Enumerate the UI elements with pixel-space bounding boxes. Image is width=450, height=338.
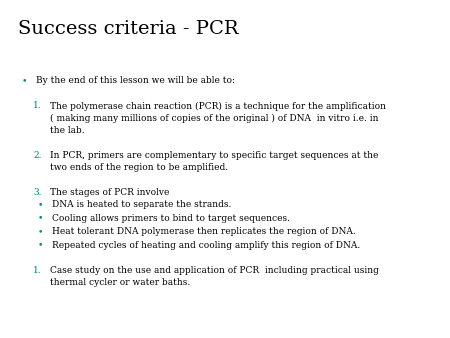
- Text: thermal cycler or water baths.: thermal cycler or water baths.: [50, 279, 190, 287]
- Text: •: •: [21, 76, 27, 85]
- Text: Success criteria - PCR: Success criteria - PCR: [18, 20, 239, 38]
- Text: 1.: 1.: [33, 101, 42, 111]
- Text: 1.: 1.: [33, 266, 42, 275]
- Text: The polymerase chain reaction (PCR) is a technique for the amplification: The polymerase chain reaction (PCR) is a…: [50, 101, 386, 111]
- Text: The stages of PCR involve: The stages of PCR involve: [50, 188, 169, 197]
- Text: two ends of the region to be amplified.: two ends of the region to be amplified.: [50, 163, 228, 172]
- Text: In PCR, primers are complementary to specific target sequences at the: In PCR, primers are complementary to spe…: [50, 151, 378, 160]
- Text: the lab.: the lab.: [50, 126, 85, 135]
- Text: ( making many millions of copies of the original ) of DNA  in vitro i.e. in: ( making many millions of copies of the …: [50, 114, 378, 123]
- Text: By the end of this lesson we will be able to:: By the end of this lesson we will be abl…: [36, 76, 235, 85]
- Text: DNA is heated to separate the strands.: DNA is heated to separate the strands.: [52, 200, 231, 209]
- Text: •: •: [37, 241, 43, 249]
- Text: •: •: [37, 214, 43, 222]
- Text: 3.: 3.: [33, 188, 42, 197]
- Text: •: •: [37, 200, 43, 209]
- Text: 2.: 2.: [33, 151, 42, 160]
- Text: •: •: [37, 227, 43, 236]
- Text: Repeated cycles of heating and cooling amplify this region of DNA.: Repeated cycles of heating and cooling a…: [52, 241, 360, 249]
- Text: Cooling allows primers to bind to target sequences.: Cooling allows primers to bind to target…: [52, 214, 290, 222]
- Text: Case study on the use and application of PCR  including practical using: Case study on the use and application of…: [50, 266, 379, 275]
- Text: Heat tolerant DNA polymerase then replicates the region of DNA.: Heat tolerant DNA polymerase then replic…: [52, 227, 356, 236]
